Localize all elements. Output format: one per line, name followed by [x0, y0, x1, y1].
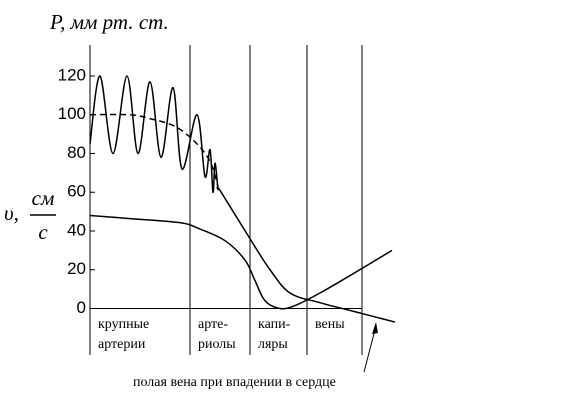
y-tick-label: 40 — [67, 220, 86, 239]
category-label: вены — [315, 317, 345, 332]
velocity-unit-den: с — [38, 220, 48, 244]
y-tick-label: 20 — [67, 259, 86, 278]
arrow-head — [372, 322, 378, 334]
series-line — [89, 75, 396, 323]
y-tick-label: 120 — [58, 65, 86, 84]
category-label: арте- — [198, 317, 228, 332]
category-label: ляры — [258, 337, 288, 352]
y-tick-label: 80 — [67, 143, 86, 162]
velocity-axis-label: υ, — [4, 201, 19, 225]
y-tick-label: 0 — [77, 298, 86, 317]
annotation: полая вена при впадении в сердце — [133, 375, 336, 390]
series-line — [89, 113, 219, 187]
category-label: капи- — [258, 317, 291, 332]
y-tick-label: 60 — [67, 182, 86, 201]
category-label: крупные — [98, 317, 149, 332]
category-label: артерии — [98, 337, 146, 352]
velocity-unit-num: см — [32, 186, 55, 210]
y-tick-label: 100 — [58, 104, 86, 123]
category-label: риолы — [198, 337, 236, 352]
series-line — [89, 214, 393, 310]
pressure-axis-label: P, мм рт. ст. — [49, 10, 169, 34]
